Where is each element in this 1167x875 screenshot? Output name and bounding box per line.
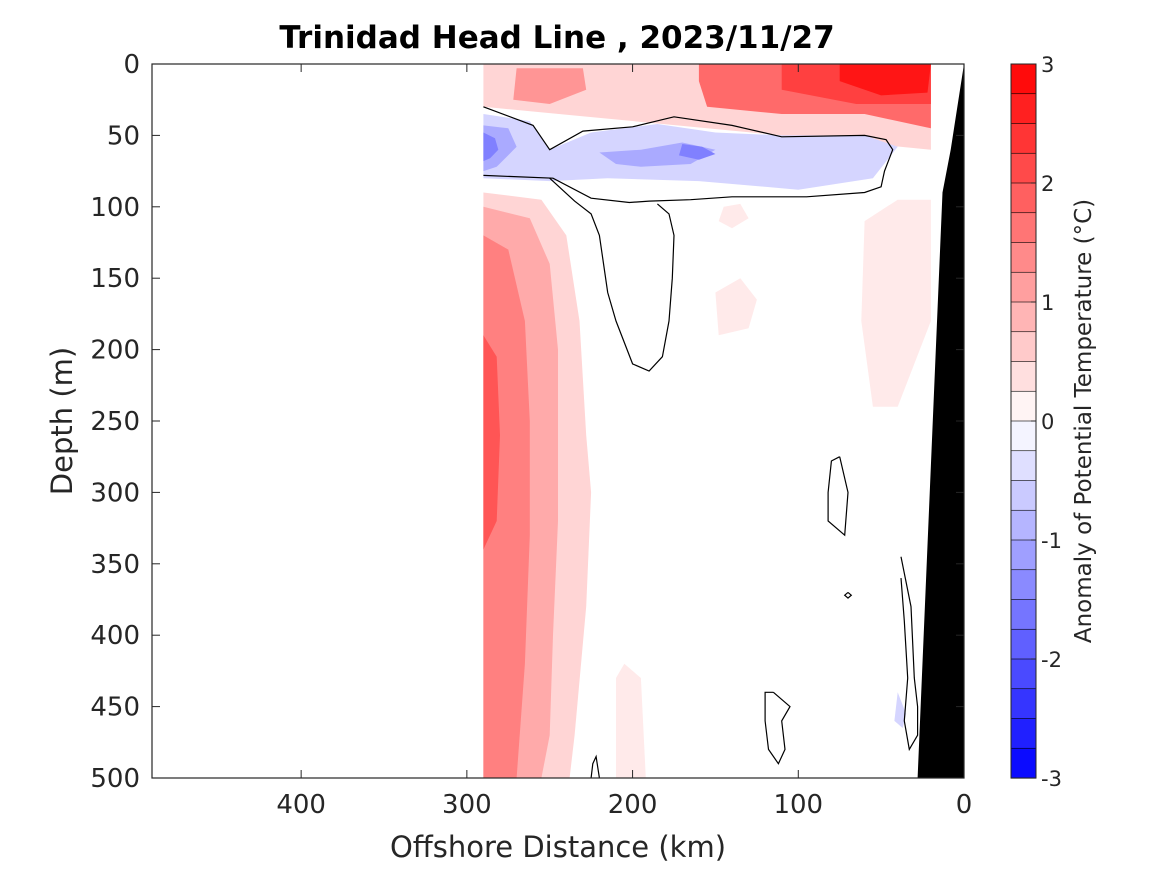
colorbar-segment-18 — [1010, 599, 1037, 630]
zero-contour-6 — [590, 754, 600, 778]
colorbar-segment-0 — [1010, 63, 1037, 95]
anomaly-regions — [483, 64, 931, 778]
colorbar-segment-2 — [1010, 123, 1037, 154]
colorbar-segment-5 — [1010, 212, 1037, 244]
colorbar-label: Anomaly of Potential Temperature (°C) — [1071, 199, 1097, 643]
anomaly-region-9 — [679, 144, 716, 160]
colorbar-segment-19 — [1010, 628, 1037, 660]
colorbar-segment-14 — [1010, 480, 1037, 511]
colorbar-ticks: 3 2 1 0 -1 -2 -3 — [1031, 53, 1062, 791]
anomaly-region-1 — [513, 68, 587, 104]
x-tick-label-2: 200 — [608, 790, 658, 820]
colorbar-segment-20 — [1010, 658, 1037, 690]
bathymetry — [917, 64, 964, 778]
colorbar-tick-label-1: 2 — [1041, 172, 1054, 196]
zero-contour-1 — [549, 177, 675, 372]
colorbar-segment-1 — [1010, 93, 1037, 125]
y-tick-label-3: 150 — [90, 264, 140, 294]
y-tick-label-7: 350 — [90, 550, 140, 580]
x-axis-label: Offshore Distance (km) — [390, 830, 726, 864]
colorbar-segment-13 — [1010, 450, 1037, 482]
colorbar-segment-8 — [1010, 301, 1037, 333]
colorbar-segment-22 — [1010, 718, 1037, 749]
zero-contour-5 — [764, 691, 791, 765]
colorbar — [1010, 63, 1037, 779]
zero-contours — [483, 106, 919, 778]
colorbar-tick-label-4: -1 — [1041, 529, 1062, 553]
colorbar-tick-label-2: 1 — [1041, 291, 1054, 315]
colorbar-segment-15 — [1010, 509, 1037, 541]
x-tick-label-4: 0 — [956, 790, 973, 820]
y-axis-label: Depth (m) — [45, 347, 79, 495]
anomaly-region-4 — [839, 64, 931, 96]
x-tick-label-0: 400 — [276, 790, 326, 820]
colorbar-segment-23 — [1010, 747, 1037, 779]
y-tick-label-10: 500 — [90, 764, 140, 794]
y-tick-label-0: 0 — [123, 50, 140, 80]
colorbar-tick-label-6: -3 — [1041, 767, 1062, 791]
colorbar-segment-10 — [1010, 361, 1037, 392]
anomaly-region-13 — [483, 335, 500, 550]
anomaly-region-15 — [715, 278, 757, 336]
y-tick-label-6: 300 — [90, 478, 140, 508]
x-tick-label-3: 100 — [773, 790, 823, 820]
anomaly-region-18 — [894, 692, 906, 728]
colorbar-segment-4 — [1010, 182, 1037, 214]
y-tick-label-2: 100 — [90, 193, 140, 223]
colorbar-tick-label-3: 0 — [1041, 410, 1054, 434]
y-tick-label-9: 450 — [90, 693, 140, 723]
bathymetry-shape — [917, 64, 964, 778]
zero-contour-3 — [843, 591, 853, 599]
colorbar-segment-21 — [1010, 688, 1037, 720]
y-tick-label-4: 200 — [90, 336, 140, 366]
zero-contour-0 — [483, 106, 894, 204]
colorbar-segment-16 — [1010, 539, 1037, 571]
anomaly-region-14 — [861, 199, 931, 407]
y-tick-label-5: 250 — [90, 407, 140, 437]
colorbar-tick-label-5: -2 — [1041, 648, 1062, 672]
colorbar-segment-9 — [1010, 331, 1037, 363]
zero-contour-2 — [827, 456, 849, 537]
y-tick-label-1: 50 — [107, 121, 140, 151]
zero-contour-4 — [900, 556, 919, 752]
colorbar-segment-7 — [1010, 271, 1037, 303]
y-axis: 0 50 100 150 200 250 300 350 400 450 500 — [90, 50, 964, 794]
anomaly-region-16 — [718, 203, 749, 229]
y-tick-label-8: 400 — [90, 621, 140, 651]
colorbar-tick-label-0: 3 — [1041, 53, 1054, 77]
x-tick-label-1: 300 — [442, 790, 492, 820]
colorbar-segment-17 — [1010, 569, 1037, 601]
colorbar-segment-12 — [1010, 420, 1037, 452]
colorbar-segment-11 — [1010, 390, 1037, 422]
chart-title: Trinidad Head Line , 2023/11/27 — [279, 20, 834, 56]
anomaly-region-8 — [483, 132, 499, 162]
colorbar-segment-6 — [1010, 242, 1037, 273]
anomaly-region-17 — [616, 663, 646, 778]
x-axis: 400 300 200 100 0 — [276, 64, 972, 820]
colorbar-segment-3 — [1010, 152, 1037, 184]
